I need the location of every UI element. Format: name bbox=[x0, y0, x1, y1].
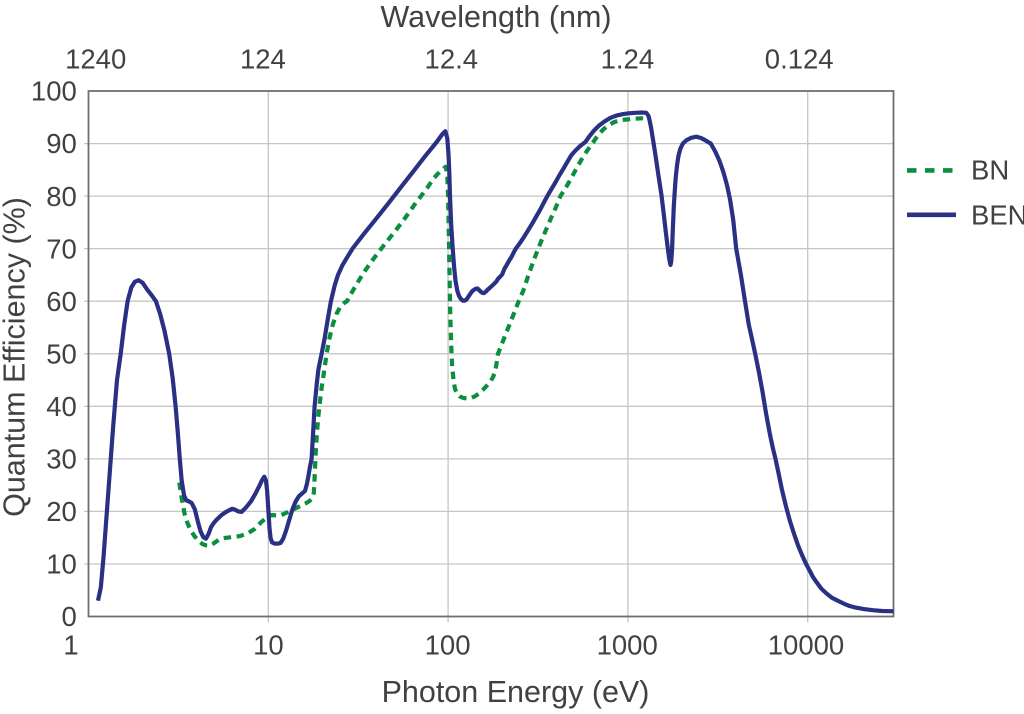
svg-text:30: 30 bbox=[46, 444, 77, 475]
svg-text:10: 10 bbox=[46, 549, 77, 580]
svg-text:0: 0 bbox=[62, 601, 77, 632]
svg-text:1000: 1000 bbox=[597, 630, 658, 661]
svg-text:1240: 1240 bbox=[65, 43, 126, 74]
svg-text:100: 100 bbox=[31, 76, 77, 107]
svg-text:0.124: 0.124 bbox=[765, 43, 834, 74]
svg-text:10: 10 bbox=[253, 630, 284, 661]
svg-text:Photon Energy (eV): Photon Energy (eV) bbox=[382, 675, 650, 709]
svg-text:10000: 10000 bbox=[768, 630, 844, 661]
svg-text:90: 90 bbox=[46, 128, 77, 159]
svg-text:124: 124 bbox=[240, 43, 286, 74]
svg-text:BEN: BEN bbox=[971, 200, 1024, 231]
svg-text:BN: BN bbox=[971, 154, 1009, 185]
svg-text:1.24: 1.24 bbox=[601, 43, 655, 74]
svg-text:20: 20 bbox=[46, 496, 77, 527]
svg-text:70: 70 bbox=[46, 233, 77, 264]
svg-text:100: 100 bbox=[425, 630, 471, 661]
svg-text:80: 80 bbox=[46, 181, 77, 212]
svg-text:Wavelength (nm): Wavelength (nm) bbox=[380, 0, 611, 34]
svg-text:Quantum Efficiency (%): Quantum Efficiency (%) bbox=[0, 197, 32, 517]
svg-text:1: 1 bbox=[63, 630, 78, 661]
svg-text:12.4: 12.4 bbox=[425, 43, 479, 74]
svg-text:40: 40 bbox=[46, 391, 77, 422]
svg-text:50: 50 bbox=[46, 338, 77, 369]
svg-text:60: 60 bbox=[46, 286, 77, 317]
